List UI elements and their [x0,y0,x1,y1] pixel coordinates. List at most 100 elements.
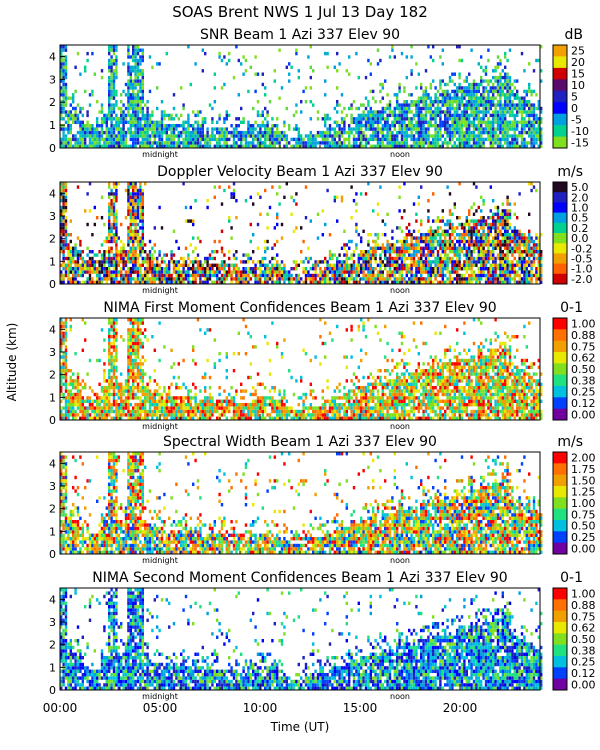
heat-cell [520,100,524,104]
heat-cell [220,246,224,250]
heat-cell [451,72,454,76]
heat-cell [254,270,257,274]
heat-cell [208,277,212,281]
heat-cell [60,386,63,390]
heat-cell [134,55,137,59]
heat-cell [355,202,358,206]
heat-cell [453,113,456,118]
heat-cell [69,263,72,267]
heat-cell [460,120,464,124]
heat-cell [292,199,296,203]
heat-cell [168,117,171,121]
heat-cell [528,270,531,274]
heat-cell [372,270,375,274]
heat-cell [223,253,226,257]
heat-cell [285,144,288,148]
heat-cell [69,246,72,250]
heat-cell [134,239,137,244]
heat-cell [420,82,423,87]
heat-cell [295,124,298,128]
heat-cell [448,103,452,107]
heat-cell [374,100,377,104]
heat-cell [127,267,130,271]
heat-cell [247,260,250,264]
heat-cell [247,280,250,284]
heat-cell [501,130,504,135]
heat-cell [427,127,430,131]
heat-cell [499,212,502,216]
heat-cell [64,65,68,69]
heat-cell [148,253,152,257]
heat-cell [412,260,416,264]
heat-cell [441,103,444,107]
heat-cell [499,256,502,261]
heat-cell [340,134,344,138]
heat-cell [448,243,452,247]
heat-cell [496,65,500,69]
heat-cell [508,260,512,264]
heat-cell [513,256,516,261]
heat-cell [60,93,63,97]
heat-cell [513,124,516,128]
heat-cell [422,134,425,138]
heat-cell [175,263,178,267]
heat-cell [494,130,497,135]
heat-cell [487,48,490,52]
heat-cell [540,45,543,49]
heat-cell [67,280,70,284]
heat-cell [105,137,108,142]
heat-cell [62,226,65,230]
heat-cell [129,273,132,278]
heat-cell [302,239,305,244]
heat-cell [211,137,214,142]
heat-cell [424,233,428,237]
heat-cell [244,141,248,145]
heat-cell [64,270,68,274]
heat-cell [129,239,132,244]
heat-cell [273,263,276,267]
colorbar-label: -0.2 [571,242,592,255]
heat-cell [513,141,516,145]
heat-cell [134,58,137,63]
heat-cell [144,134,147,138]
heat-cell [72,117,75,121]
heat-cell [352,137,356,142]
heat-cell [516,127,519,131]
heat-cell [484,250,488,254]
heat-cell [206,137,209,142]
heat-cell [429,144,432,148]
heat-cell [516,246,519,250]
heat-cell [144,127,147,131]
heat-cell [403,277,406,281]
heat-cell [381,144,384,148]
heat-cell [76,144,80,148]
heat-cell [499,75,502,80]
heat-cell [76,141,80,145]
heat-cell [199,137,202,142]
heat-cell [264,273,267,278]
heat-cell [525,267,528,271]
heat-cell [129,117,132,121]
heat-cell [427,243,430,247]
heat-cell [408,263,411,267]
heat-cell [115,246,118,250]
heat-cell [460,277,464,281]
heat-cell [448,280,452,284]
heat-cell [364,267,368,271]
heat-cell [446,144,449,148]
heat-cell [496,263,500,267]
heat-cell [525,273,528,278]
heat-cell [415,110,418,114]
heat-cell [480,100,483,104]
heat-cell [496,267,500,271]
heat-cell [494,141,497,145]
heat-cell [525,110,528,114]
heat-cell [64,75,68,80]
heat-cell [388,277,392,281]
heat-cell [348,130,351,135]
heat-cell [506,103,509,107]
heat-cell [520,270,524,274]
heat-cell [448,117,452,121]
colorbar-unit: dB [565,27,584,43]
heat-cell [465,100,468,104]
